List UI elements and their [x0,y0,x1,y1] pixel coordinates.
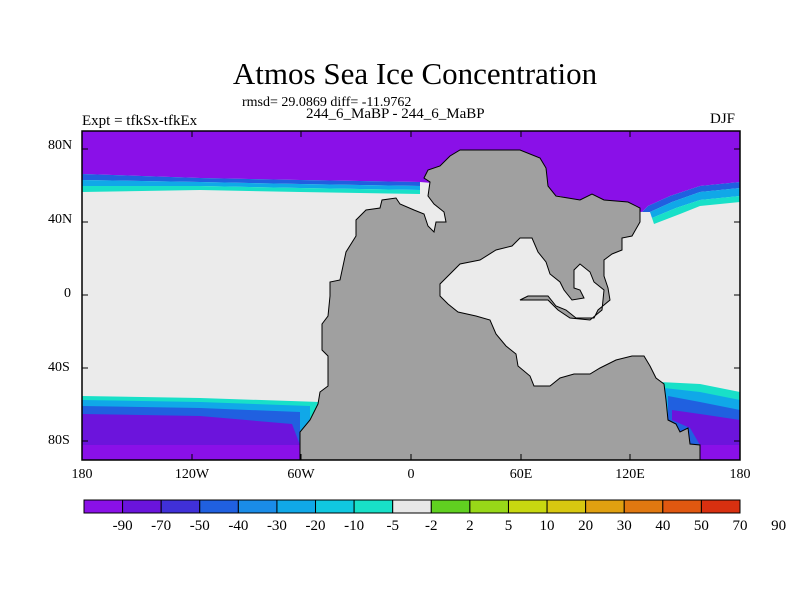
colorbar-swatch [623,499,664,514]
colorbar-label: -70 [151,518,172,534]
colorbar-label: -20 [305,518,326,534]
colorbar-swatch [122,499,162,514]
colorbar-label: 20 [578,518,594,534]
y-tick-label: 40N [48,212,73,227]
arctic-gradient-teal [82,186,740,224]
axis-ticks [81,131,741,460]
x-tick-label: 60E [509,467,533,482]
colorbar-swatch [199,499,239,514]
x-tick-label: 60W [287,467,315,482]
y-tick-label: 0 [64,286,71,301]
colorbar-swatch [662,499,702,514]
colorbar-label: 90 [771,518,787,534]
y-tick-label: 80S [48,433,70,448]
plot-title: Atmos Sea Ice Concentration [232,56,598,91]
map-field [82,131,740,460]
colorbar-label: 40 [655,518,671,534]
colorbar-label: -90 [112,518,133,534]
colorbar-label: -40 [228,518,249,534]
x-tick-label: 180 [71,467,93,482]
x-tick-label: 0 [407,467,415,482]
arctic-gradient-cyan [82,180,740,218]
colorbar-label: 50 [693,518,709,534]
colorbar-label: 70 [732,518,748,534]
antarctic-strong-negative [82,410,740,445]
experiment-subtitle: 244_6_MaBP - 244_6_MaBP [306,106,485,122]
land-mass [299,149,701,460]
y-tick-label: 80N [48,138,73,153]
colorbar [83,499,741,514]
colorbar-swatch [546,499,587,514]
season-label: DJF [710,111,736,127]
colorbar-swatch [353,499,394,514]
colorbar-label: -2 [425,518,438,534]
y-tick-label: 40S [48,360,70,375]
x-tick-label: 120E [615,467,645,482]
colorbar-label: 10 [539,518,555,534]
colorbar-swatch [430,499,471,514]
colorbar-swatch [585,499,625,514]
colorbar-label: 5 [504,518,513,534]
colorbar-label: -5 [386,518,399,534]
colorbar-label: 2 [466,518,474,534]
colorbar-swatch [83,499,124,514]
colorbar-swatch [469,499,509,514]
x-tick-label: 120W [174,467,210,482]
colorbar-label: -30 [266,518,287,534]
colorbar-swatch [237,499,278,514]
colorbar-swatch [507,499,548,514]
colorbar-swatch [700,499,741,514]
colorbar-swatch [392,499,432,514]
experiment-label: Expt = tfkSx-tfkEx [82,113,198,129]
colorbar-swatch [160,499,201,514]
x-tick-label: 180 [729,467,751,482]
colorbar-swatch [315,499,355,514]
colorbar-swatch [276,499,317,514]
arctic-gradient-blue [82,174,740,212]
colorbar-label: 30 [616,518,632,534]
colorbar-label: -10 [344,518,365,534]
arctic-strong-negative-band [82,131,740,212]
colorbar-label: -50 [189,518,210,534]
rmsd-diff-stats: rmsd= 29.0869 diff= -11.9762 [242,95,412,110]
